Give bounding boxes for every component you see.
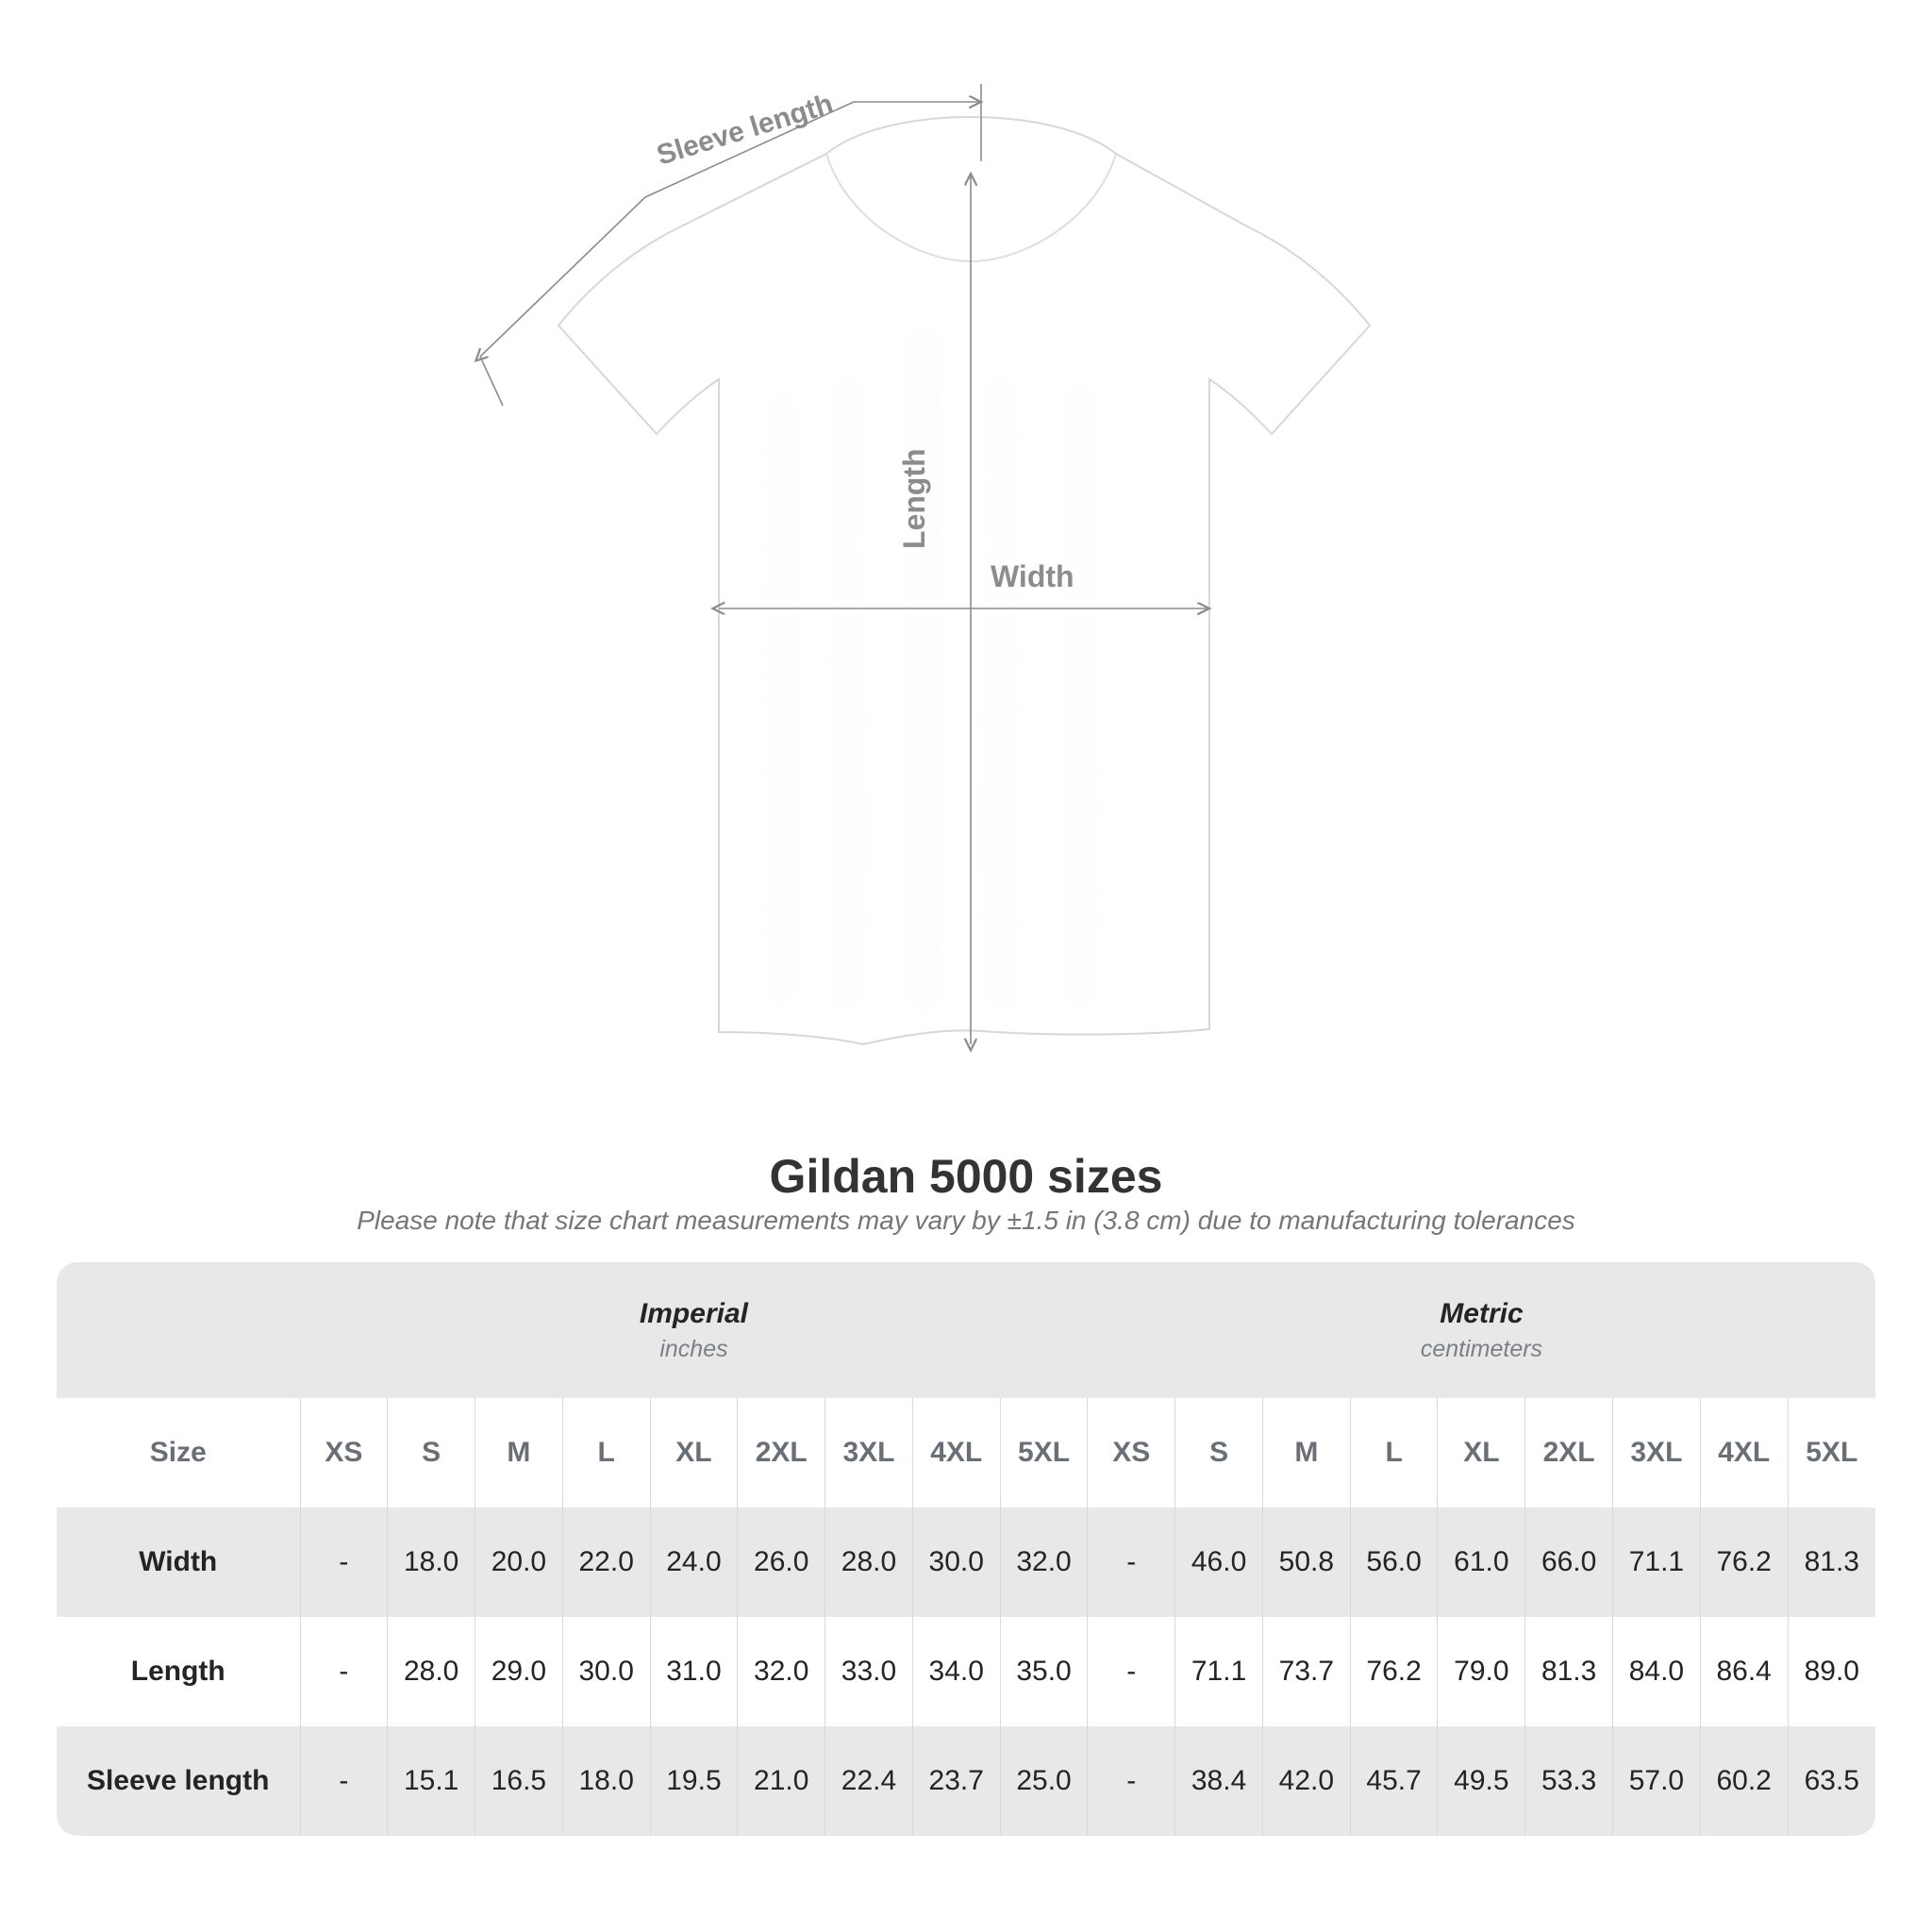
svg-text:Length: Length [897, 448, 931, 549]
svg-text:Sleeve length: Sleeve length [653, 89, 837, 172]
svg-text:Width: Width [991, 559, 1074, 593]
